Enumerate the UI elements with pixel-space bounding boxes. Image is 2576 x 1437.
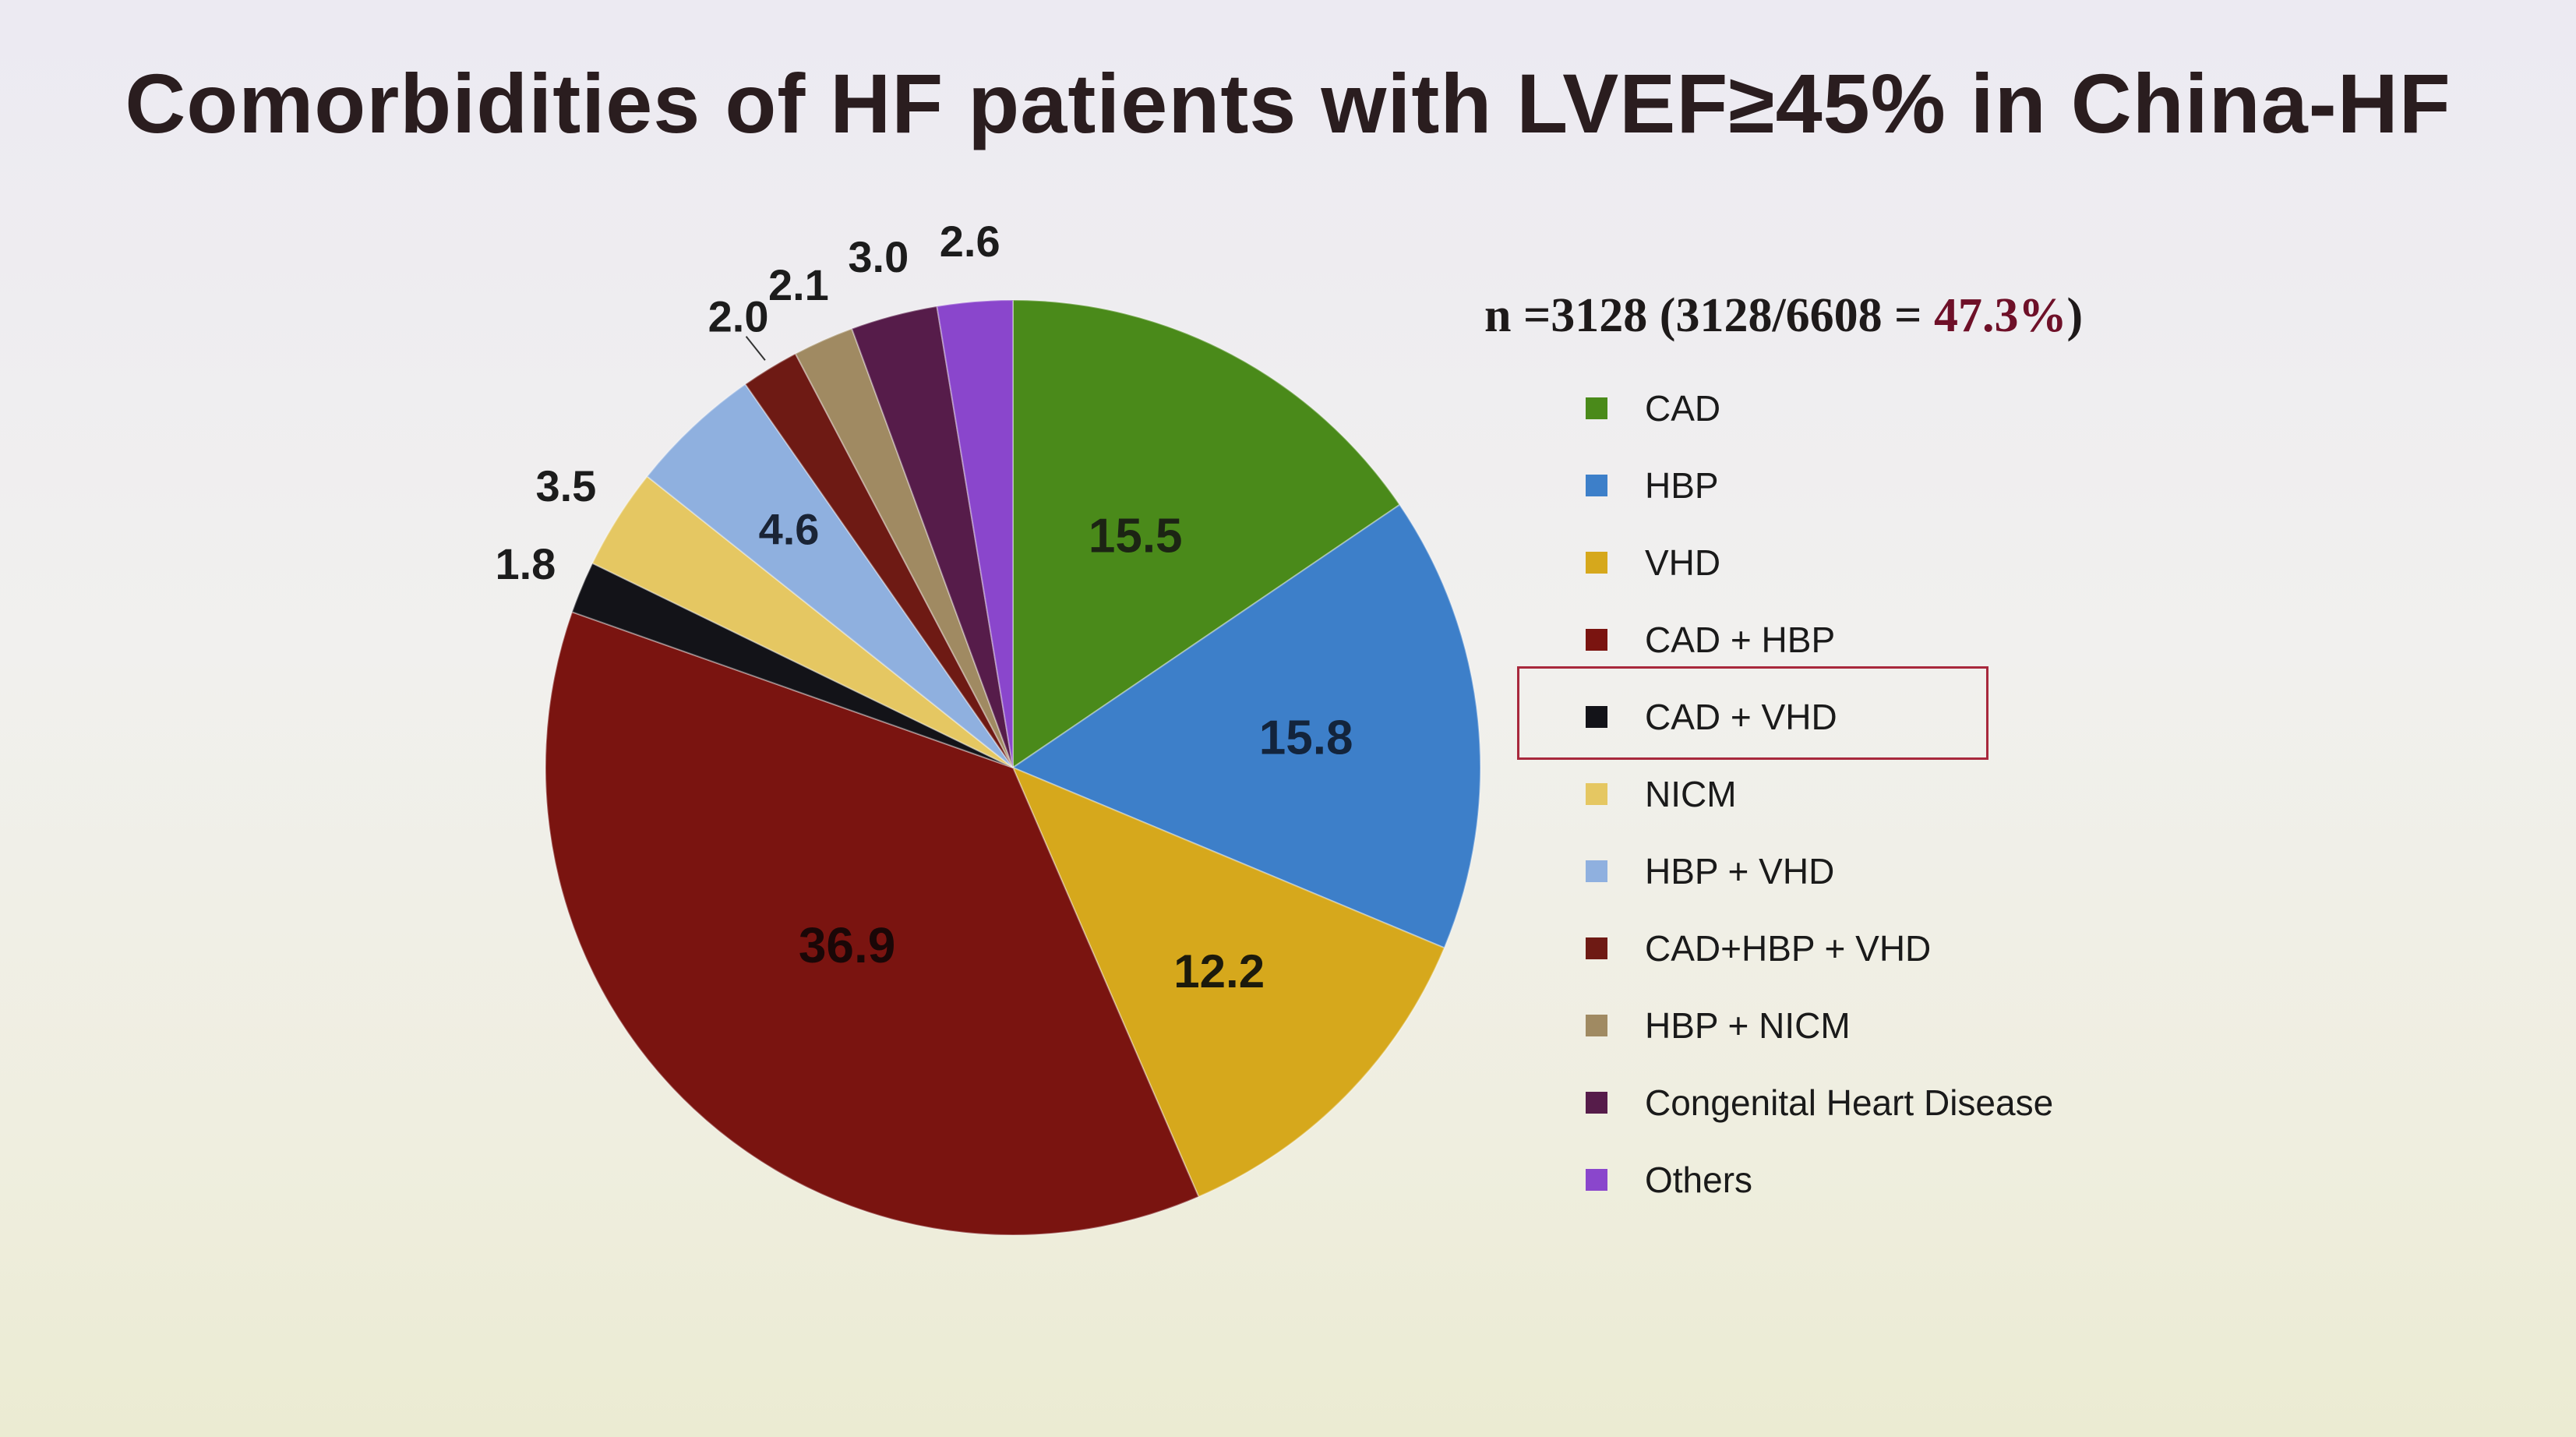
legend-swatch [1586, 1014, 1607, 1036]
slice-value-label: 15.8 [1259, 711, 1353, 765]
slice-value-label: 3.5 [535, 461, 596, 510]
legend-item: HBP [1586, 447, 2053, 524]
pie-slice-others [936, 298, 1014, 768]
pie-slice-nicm [591, 475, 1014, 768]
slice-value-label: 4.6 [759, 504, 820, 553]
legend-label: CAD [1645, 387, 1721, 429]
leader-line [745, 336, 766, 361]
legend-swatch [1586, 628, 1607, 651]
pie-slice-hbp-nicm [794, 327, 1014, 768]
pie-slice-cad-vhd [570, 562, 1014, 768]
legend-item: CAD + VHD [1586, 678, 2053, 755]
legend-label: CAD+HBP + VHD [1645, 927, 1932, 969]
legend-label: HBP [1645, 464, 1719, 506]
legend-item: Others [1586, 1141, 2053, 1218]
legend-label: CAD + HBP [1645, 619, 1836, 660]
legend-swatch [1586, 1091, 1607, 1114]
legend-swatch [1586, 1168, 1607, 1191]
legend: CAD HBP VHD CAD + HBP CAD + VHD NICM HBP + VHD… [1586, 369, 2053, 1218]
pie-slice-vhd [1011, 766, 1445, 1198]
legend-swatch [1586, 474, 1607, 496]
legend-item: NICM [1586, 755, 2053, 832]
legend-item: CAD+HBP + VHD [1586, 909, 2053, 987]
legend-swatch [1586, 937, 1607, 959]
legend-swatch [1586, 551, 1607, 574]
legend-label: HBP + VHD [1645, 850, 1835, 892]
legend-label: VHD [1645, 542, 1721, 583]
legend-swatch [1586, 705, 1607, 728]
slice-value-label: 36.9 [799, 917, 896, 973]
slice-value-label: 2.1 [768, 260, 829, 309]
legend-label: HBP + NICM [1645, 1004, 1851, 1046]
legend-item: HBP + VHD [1586, 832, 2053, 909]
legend-label: NICM [1645, 773, 1737, 814]
legend-item: HBP + NICM [1586, 987, 2053, 1064]
slice-value-label: 15.5 [1089, 510, 1183, 563]
legend-label: Others [1645, 1159, 1753, 1200]
legend-swatch [1586, 860, 1607, 882]
slice-value-label: 2.0 [708, 291, 769, 341]
pie-slice-hbp [1011, 503, 1481, 949]
legend-label: Congenital Heart Disease [1645, 1082, 2054, 1123]
sample-size-note: n =3128 (3128/6608 = 47.3%) [1484, 288, 2083, 344]
slice-value-label: 3.0 [848, 232, 909, 281]
pie-slice-cad-hbp [545, 611, 1200, 1236]
legend-item: CAD + HBP [1586, 601, 2053, 678]
pie-slice-congenital-heart-disease [850, 305, 1014, 768]
legend-item: VHD [1586, 524, 2053, 601]
legend-item: CAD [1586, 369, 2053, 447]
legend-item: Congenital Heart Disease [1586, 1064, 2053, 1141]
slice-value-label: 2.6 [940, 217, 1000, 266]
sample-size-percent: 47.3% [1934, 289, 2067, 342]
legend-highlight-box [1517, 666, 1988, 760]
slice-value-label: 1.8 [495, 539, 556, 588]
legend-label: CAD + VHD [1645, 696, 1837, 737]
pie-slice-cad [1012, 298, 1401, 769]
legend-swatch [1586, 397, 1607, 419]
chart-title: Comorbidities of HF patients with LVEF≥4… [125, 56, 2451, 150]
pie-slice-hbp-vhd [646, 383, 1014, 768]
pie-slice-cad-hbp-vhd [744, 352, 1014, 768]
sample-size-text: n =3128 (3128/6608 = [1484, 289, 1935, 342]
sample-size-close: ) [2066, 289, 2084, 342]
legend-swatch [1586, 782, 1607, 805]
slice-value-label: 12.2 [1173, 945, 1265, 997]
